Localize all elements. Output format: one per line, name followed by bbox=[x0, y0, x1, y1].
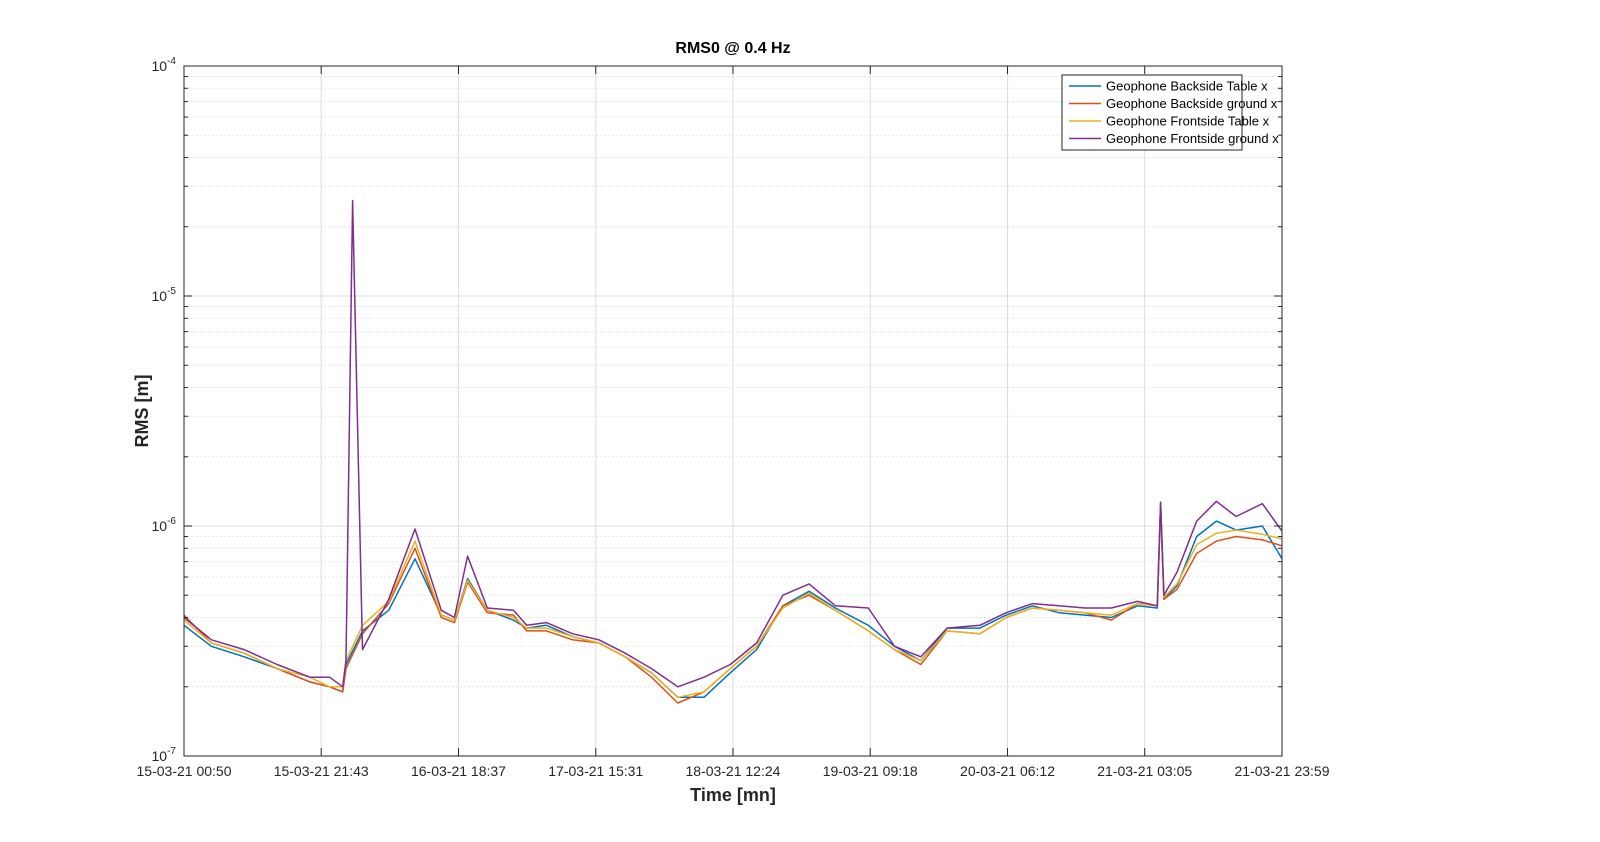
chart-title: RMS0 @ 0.4 Hz bbox=[675, 40, 790, 57]
legend-label: Geophone Backside Table x bbox=[1106, 79, 1268, 94]
x-tick-label: 15-03-21 21:43 bbox=[274, 763, 369, 779]
y-tick-label: 10-7 bbox=[152, 746, 177, 764]
legend-label: Geophone Frontside ground x bbox=[1106, 131, 1279, 146]
x-tick-label: 19-03-21 09:18 bbox=[823, 763, 918, 779]
legend-label: Geophone Backside ground x bbox=[1106, 96, 1278, 111]
x-tick-label: 21-03-21 23:59 bbox=[1235, 763, 1330, 779]
y-tick-label: 10-6 bbox=[152, 516, 177, 534]
x-axis-label: Time [mn] bbox=[690, 785, 776, 805]
legend-label: Geophone Frontside Table x bbox=[1106, 114, 1270, 129]
legend: Geophone Backside Table x Geophone Backsi… bbox=[1061, 74, 1279, 151]
x-tick-label: 20-03-21 06:12 bbox=[960, 763, 1055, 779]
series-lines bbox=[183, 199, 1283, 704]
x-tick-label: 18-03-21 12:24 bbox=[685, 763, 780, 779]
series-line-4 bbox=[183, 199, 1283, 688]
x-tick-label: 15-03-21 00:50 bbox=[137, 763, 232, 779]
y-tick-label: 10-5 bbox=[152, 286, 177, 304]
y-tick-labels: 10-7 10-6 10-5 10-4 bbox=[152, 56, 177, 764]
axis-ticks bbox=[183, 65, 1283, 757]
x-tick-label: 17-03-21 15:31 bbox=[548, 763, 643, 779]
x-tick-label: 21-03-21 03:05 bbox=[1097, 763, 1192, 779]
x-tick-labels: 15-03-21 00:50 15-03-21 21:43 16-03-21 18:… bbox=[137, 763, 1330, 779]
y-axis-label: RMS [m] bbox=[132, 375, 152, 448]
y-tick-label: 10-4 bbox=[152, 56, 177, 74]
legend-box bbox=[1061, 74, 1243, 151]
x-tick-label: 16-03-21 18:37 bbox=[411, 763, 506, 779]
